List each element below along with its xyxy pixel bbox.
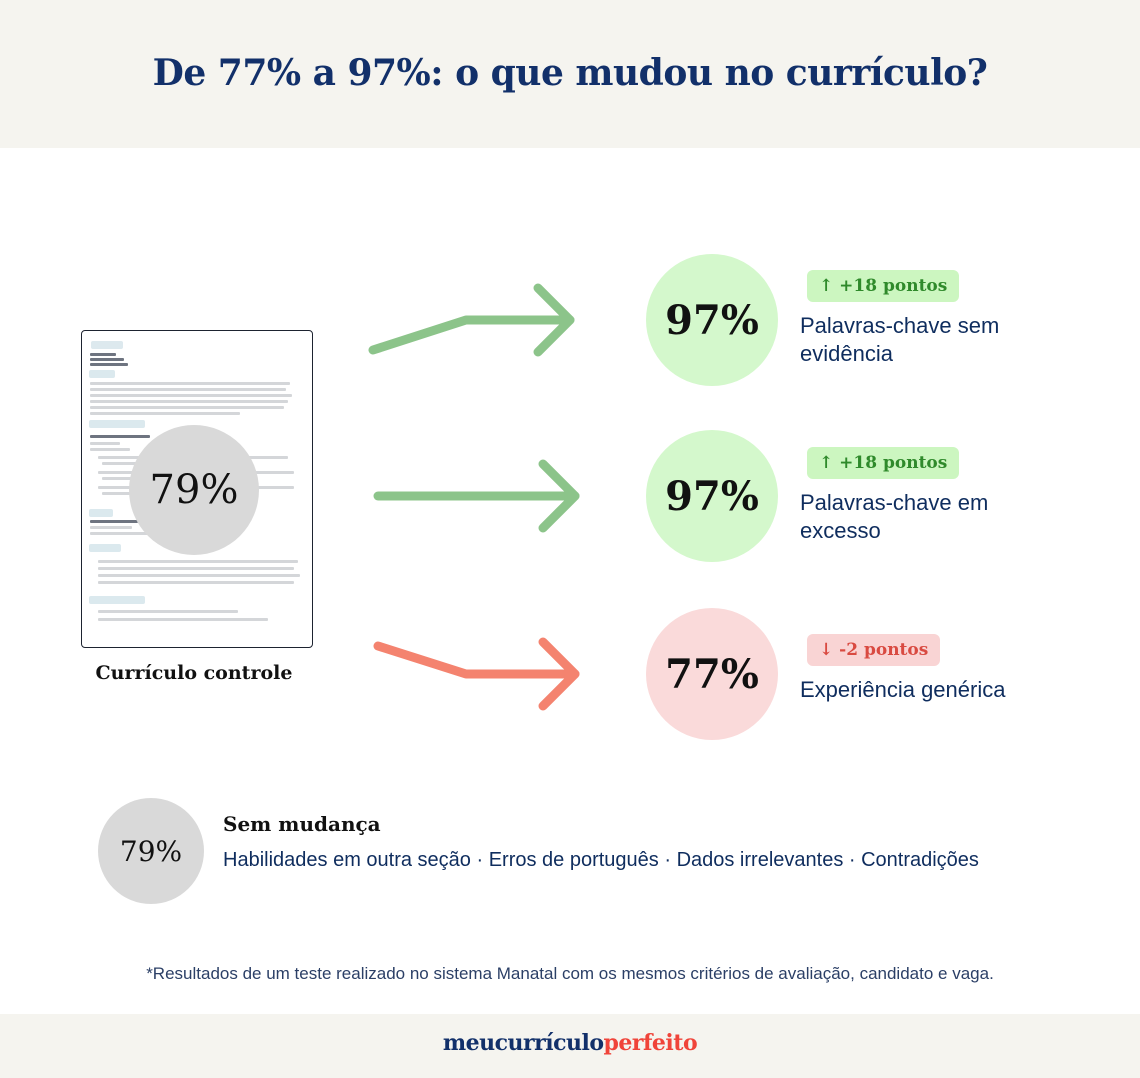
result-label: Palavras-chave sem evidência — [800, 313, 1000, 366]
header: De 77% a 97%: o que mudou no currículo? — [0, 0, 1140, 148]
resume-line — [90, 406, 284, 409]
resume-line — [90, 363, 128, 366]
result-score-circle: 97% — [646, 430, 778, 562]
footnote: *Resultados de um teste realizado no sis… — [146, 964, 994, 983]
delta-badge: ↓ -2 pontos — [807, 634, 941, 666]
resume-line — [102, 492, 148, 495]
resume-line — [90, 412, 240, 415]
result-score-circle: 77% — [646, 608, 778, 740]
resume-line — [102, 477, 142, 480]
arrow-up-2 — [373, 459, 580, 533]
resume-line — [90, 358, 124, 361]
brand-logo: meucurrículoperfeito — [0, 1030, 1140, 1056]
no-change-title: Sem mudança — [223, 812, 381, 836]
resume-line — [90, 435, 150, 438]
resume-section-tag — [89, 544, 121, 552]
resume-line — [90, 520, 138, 523]
resume-section-tag — [89, 370, 115, 378]
resume-line — [98, 581, 294, 584]
resume-line — [90, 353, 116, 356]
result-score-circle: 97% — [646, 254, 778, 386]
brand-part2: perfeito — [603, 1030, 698, 1056]
resume-line — [90, 394, 292, 397]
resume-section-tag — [89, 509, 113, 517]
resume-line — [90, 388, 286, 391]
no-change-score-circle: 79% — [98, 798, 204, 904]
page-title: De 77% a 97%: o que mudou no currículo? — [152, 52, 988, 94]
result-label: Experiência genérica — [800, 677, 1006, 702]
result-score: 97% — [665, 472, 759, 520]
resume-line — [90, 382, 290, 385]
control-score-circle: 79% — [129, 425, 259, 555]
resume-line — [98, 567, 294, 570]
resume-section-tag — [89, 420, 145, 428]
control-score: 79% — [149, 467, 239, 513]
arrow-up-1 — [368, 283, 575, 357]
resume-line — [98, 610, 238, 613]
resume-thumbnail — [81, 330, 313, 648]
result-label: Palavras-chave em excesso — [800, 490, 989, 543]
resume-header-block — [91, 341, 123, 349]
resume-line — [90, 448, 130, 451]
resume-line — [102, 462, 142, 465]
resume-line — [98, 560, 298, 563]
delta-badge: ↑ +18 pontos — [807, 270, 960, 302]
no-change-score: 79% — [119, 834, 183, 868]
footer: meucurrículoperfeito — [0, 1014, 1140, 1078]
resume-caption: Currículo controle — [95, 662, 293, 684]
resume-line — [90, 532, 150, 535]
result-score: 77% — [665, 650, 759, 698]
resume-line — [98, 618, 268, 621]
result-score: 97% — [665, 296, 759, 344]
resume-line — [90, 442, 120, 445]
brand-part1: meucurrículo — [442, 1030, 604, 1056]
resume-line — [90, 400, 288, 403]
resume-line — [98, 574, 300, 577]
resume-section-tag — [89, 596, 145, 604]
arrow-down — [373, 637, 580, 711]
delta-badge: ↑ +18 pontos — [807, 447, 960, 479]
no-change-items: Habilidades em outra seção · Erros de po… — [223, 849, 979, 871]
resume-line — [90, 526, 132, 529]
